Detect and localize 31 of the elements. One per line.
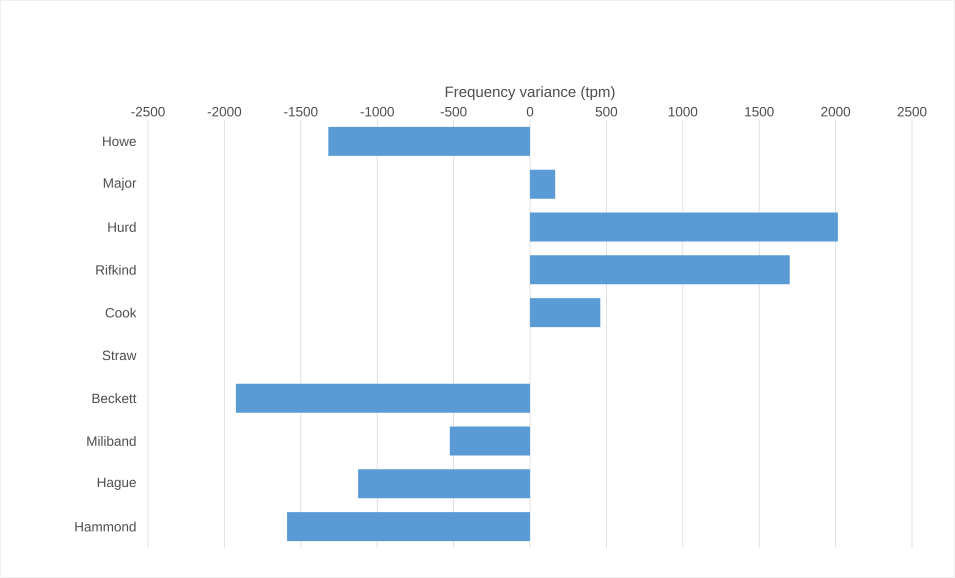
bar: [530, 298, 600, 328]
x-tick-label: -500: [440, 106, 467, 116]
y-tick-label: Rifkind: [96, 264, 136, 275]
x-tick-label: -1500: [284, 106, 318, 116]
bar: [358, 469, 530, 498]
bar: [328, 126, 530, 156]
x-axis-title: Frequency variance (tpm): [446, 86, 614, 100]
bar: [287, 512, 530, 542]
bar: [530, 212, 838, 242]
x-tick-label: -2500: [131, 106, 165, 116]
x-tick-label: -1000: [360, 106, 394, 116]
bar: [530, 170, 556, 199]
x-tick-label: 2000: [821, 106, 850, 116]
x-tick-label: 1000: [668, 106, 698, 116]
y-tick-label: Howe: [103, 136, 136, 146]
y-tick-label: Hurd: [108, 222, 136, 232]
bar: [450, 426, 530, 456]
x-tick-label: 1500: [745, 106, 774, 116]
x-tick-label: 0: [526, 106, 534, 116]
y-tick-label: Miliband: [87, 436, 136, 446]
y-tick-label: Straw: [102, 350, 137, 360]
y-tick-label: Beckett: [92, 393, 136, 404]
x-tick-label: 2500: [898, 106, 926, 116]
bar: [236, 384, 530, 413]
y-tick-label: Major: [104, 178, 136, 190]
bar: [530, 255, 790, 284]
y-tick-label: Cook: [106, 308, 136, 318]
y-tick-label: Hammond: [75, 522, 136, 532]
x-tick-label: 500: [596, 106, 618, 116]
x-tick-label: -2000: [208, 106, 242, 116]
y-tick-label: Hague: [98, 478, 136, 490]
